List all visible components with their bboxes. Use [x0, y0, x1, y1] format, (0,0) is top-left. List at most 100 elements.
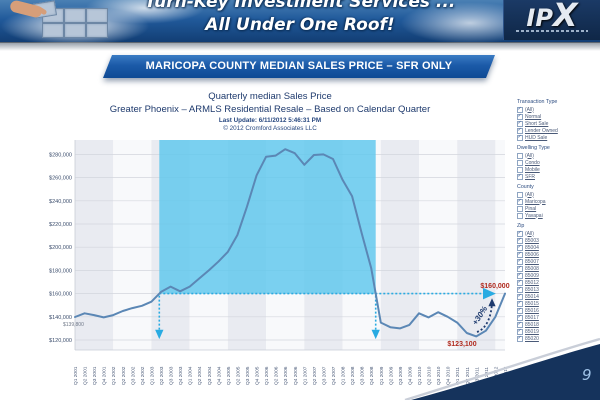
filter-item-label[interactable]: 85003	[525, 237, 539, 244]
filter-item-label[interactable]: (All)	[525, 106, 534, 113]
checkbox-unchecked-icon[interactable]	[517, 212, 523, 219]
chart-copyright: © 2012 Cromford Associates LLC	[223, 125, 317, 132]
filter-item-label[interactable]: Yavapai	[525, 212, 543, 219]
x-axis-tick-label: Q1 2003	[149, 366, 155, 385]
filter-item[interactable]: 85013	[517, 286, 597, 293]
filter-item[interactable]: 85006	[517, 251, 597, 258]
filter-item-label[interactable]: Mobile	[525, 166, 540, 173]
filter-item[interactable]: HUD Sale	[517, 134, 597, 141]
filter-item[interactable]: 85018	[517, 321, 597, 328]
filter-item[interactable]: 85015	[517, 300, 597, 307]
x-axis-tick-label: Q4 2011	[484, 367, 490, 385]
y-axis-tick-label: $260,000	[49, 176, 72, 182]
filter-item[interactable]: (All)	[517, 106, 597, 113]
filter-item[interactable]: Condo	[517, 159, 597, 166]
filter-item-label[interactable]: (All)	[525, 152, 534, 159]
x-axis-tick-label: Q4 2008	[369, 366, 375, 385]
filter-item-label[interactable]: 85006	[525, 251, 539, 258]
filter-item-label[interactable]: Lender Owned	[525, 127, 558, 134]
filter-item[interactable]: Short Sale	[517, 120, 597, 127]
filter-item[interactable]: (All)	[517, 152, 597, 159]
filter-item-label[interactable]: Normal	[525, 113, 542, 120]
filter-item-label[interactable]: Maricopa	[525, 198, 546, 205]
hand-money-puzzle-image	[9, 0, 120, 42]
ipx-tagline-decoration	[516, 30, 588, 32]
filter-item[interactable]: 85016	[517, 307, 597, 314]
filter-item[interactable]: 85012	[517, 279, 597, 286]
filter-item-label[interactable]: SFR	[525, 173, 535, 180]
filter-item[interactable]: Pinal	[517, 205, 597, 212]
filter-item-label[interactable]: (All)	[525, 230, 534, 237]
filter-item[interactable]: 85014	[517, 293, 597, 300]
filter-item[interactable]: 85004	[517, 244, 597, 251]
filter-item-label[interactable]: 85009	[525, 272, 539, 279]
x-axis-tick-label: Q3 2006	[283, 366, 289, 385]
filter-group-label: County	[517, 184, 534, 190]
x-axis-tick-label: Q2 2010	[427, 366, 433, 385]
checkbox-checked-icon[interactable]	[517, 198, 523, 205]
y-axis-tick-label: $220,000	[49, 222, 72, 228]
filter-item-label[interactable]: Condo	[525, 159, 540, 166]
x-axis-tick-label: Q3 2003	[169, 366, 175, 385]
x-axis-tick-label: Q1 2008	[341, 366, 347, 385]
checkbox-unchecked-icon[interactable]	[517, 205, 523, 212]
x-axis-tick-label: Q2 2007	[312, 366, 318, 385]
x-axis-tick-label: Q4 2005	[255, 366, 261, 385]
checkbox-unchecked-icon[interactable]	[517, 152, 523, 159]
filter-item[interactable]: 85003	[517, 237, 597, 244]
filter-item[interactable]: Mobile	[517, 166, 597, 173]
filter-item-label[interactable]: 85020	[525, 335, 539, 342]
filter-item[interactable]: 85009	[517, 272, 597, 279]
x-axis-tick-label: Q2 2004	[197, 366, 203, 385]
y-axis-tick-label: $140,000	[49, 315, 72, 321]
filter-item-label[interactable]: 85017	[525, 314, 539, 321]
filter-item[interactable]: 85020	[517, 335, 597, 342]
year-stripe	[457, 140, 496, 350]
filter-item-label[interactable]: 85013	[525, 286, 539, 293]
filter-item[interactable]: Normal	[517, 113, 597, 120]
filter-item[interactable]: Yavapai	[517, 212, 597, 219]
chart-last-update: Last Update: 6/11/2012 5:46:31 PM	[218, 117, 322, 124]
filter-item-label[interactable]: 85014	[525, 293, 539, 300]
filter-item[interactable]: Lender Owned	[517, 127, 597, 134]
filter-item[interactable]: Maricopa	[517, 198, 597, 205]
x-axis-tick-label: Q3 2007	[321, 366, 327, 385]
checkbox-checked-icon[interactable]	[517, 134, 523, 141]
filter-item-label[interactable]: 85004	[525, 244, 539, 251]
bubble-highlight-region	[159, 140, 376, 294]
x-axis-tick-label: Q4 2002	[140, 366, 146, 385]
filter-item-label[interactable]: 85012	[525, 279, 539, 286]
filter-item-label[interactable]: Pinal	[525, 205, 537, 212]
year-stripe	[380, 140, 419, 350]
x-axis-tick-label: Q4 2003	[178, 366, 184, 385]
checkbox-unchecked-icon[interactable]	[517, 159, 523, 166]
filter-item[interactable]: 85017	[517, 314, 597, 321]
filter-item-label[interactable]: 85018	[525, 321, 539, 328]
filter-item-label[interactable]: Short Sale	[525, 120, 549, 127]
checkbox-checked-icon[interactable]	[517, 173, 523, 180]
filter-item[interactable]: 85007	[517, 258, 597, 265]
filter-group-label: Transaction Type	[517, 99, 558, 105]
filter-item[interactable]: 85008	[517, 265, 597, 272]
x-axis-tick-label: Q4 2009	[407, 366, 413, 385]
x-axis-tick-label: Q1 2005	[226, 366, 232, 385]
y-axis-tick-label: $180,000	[49, 268, 72, 274]
filter-item-label[interactable]: (All)	[525, 191, 534, 198]
filter-item-label[interactable]: 85015	[525, 300, 539, 307]
filter-item-label[interactable]: 85007	[525, 258, 539, 265]
filter-item[interactable]: (All)	[517, 230, 597, 237]
filter-item-label[interactable]: 85019	[525, 328, 539, 335]
x-axis-tick-label: Q1 2004	[188, 366, 194, 385]
x-axis-tick-label: Q3 2005	[245, 366, 251, 385]
checkbox-checked-icon[interactable]	[517, 335, 523, 342]
filter-item-label[interactable]: 85016	[525, 307, 539, 314]
x-axis-tick-label: Q2 2009	[388, 366, 394, 385]
filter-item-label[interactable]: 85008	[525, 265, 539, 272]
section-ribbon-label: MARICOPA COUNTY MEDIAN SALES PRICE – SFR…	[103, 55, 495, 78]
x-axis-tick-label: Q2 2002	[121, 366, 127, 385]
chart-subtitle: Greater Phoenix – ARMLS Residential Resa…	[109, 104, 431, 115]
filter-item[interactable]: SFR	[517, 173, 597, 180]
filter-item[interactable]: (All)	[517, 191, 597, 198]
filter-item-label[interactable]: HUD Sale	[525, 134, 548, 141]
